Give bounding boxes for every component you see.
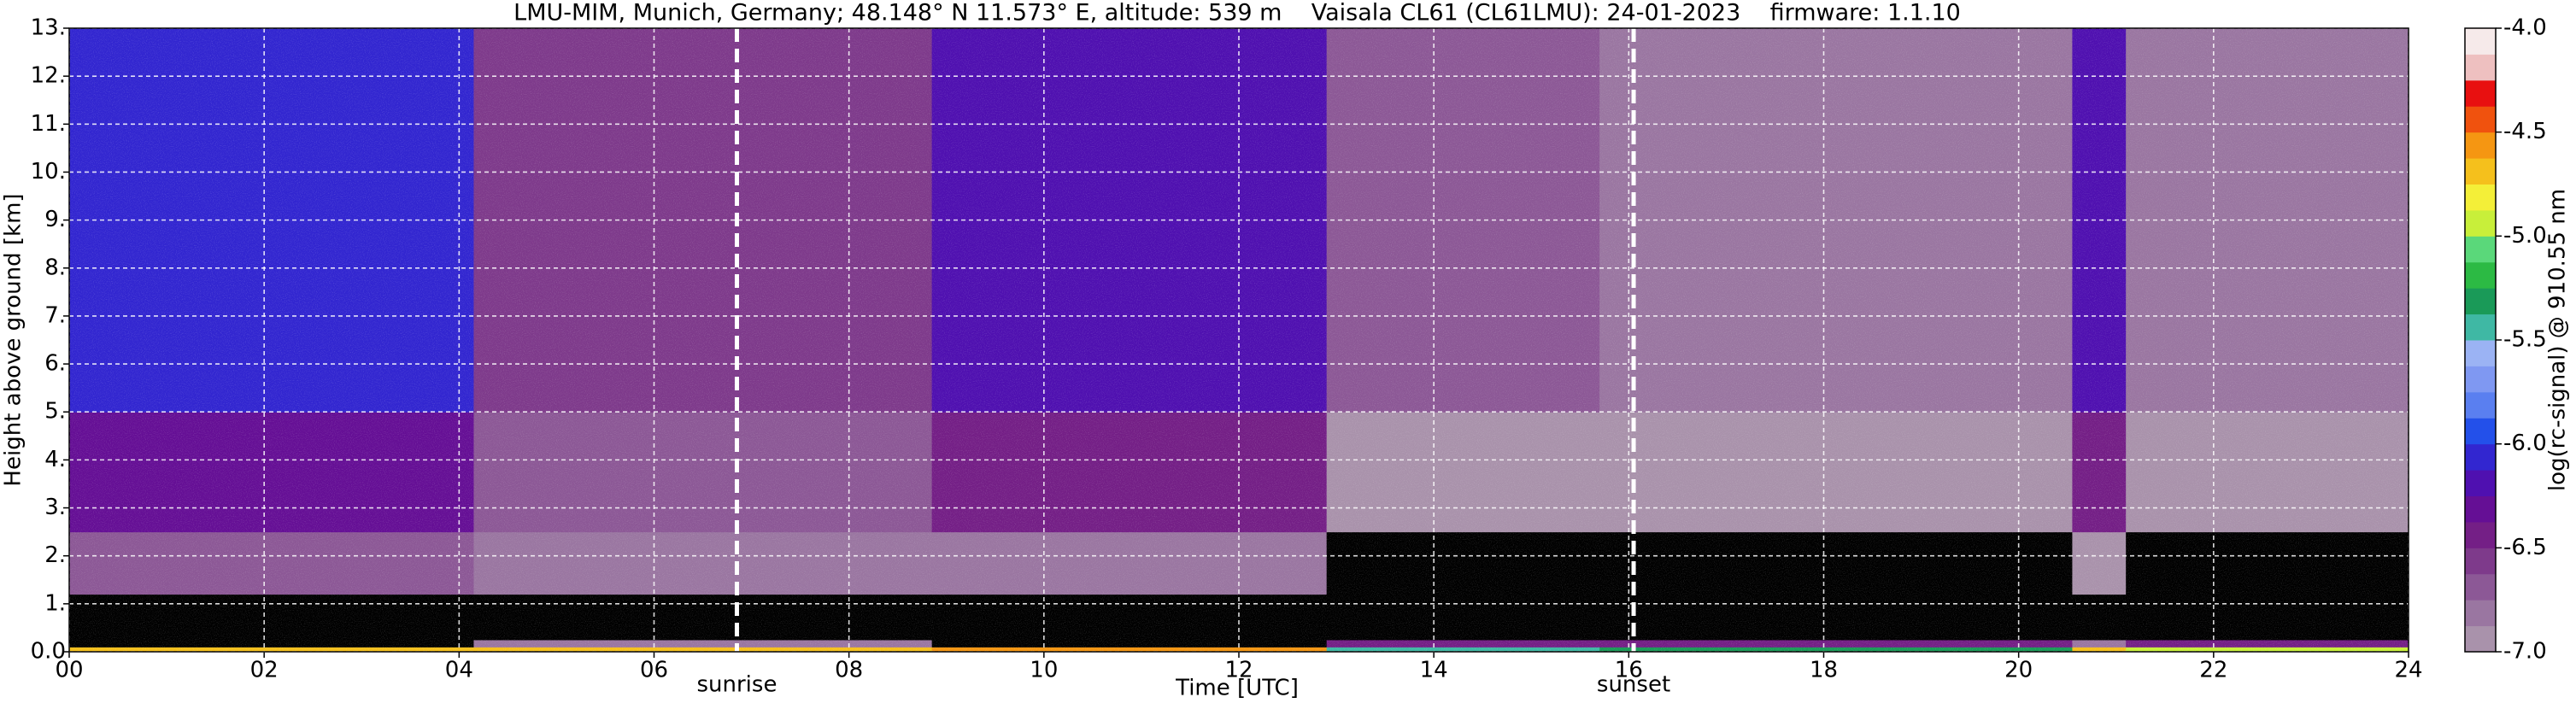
- colorbar-band: [2465, 443, 2496, 471]
- colorbar-tick-label: -6.5: [2503, 535, 2547, 560]
- annotation-label: sunrise: [696, 672, 777, 698]
- y-tick-label: 0.0: [31, 639, 66, 665]
- colorbar-band: [2465, 548, 2496, 575]
- colorbar-band: [2465, 340, 2496, 366]
- colorbar-band: [2465, 106, 2496, 133]
- colorbar-band: [2465, 28, 2496, 55]
- colorbar-tick-label: -7.0: [2503, 639, 2547, 665]
- y-tick-label: 3.: [44, 495, 66, 520]
- chart-title: LMU-MIM, Munich, Germany; 48.148° N 11.5…: [513, 0, 1961, 26]
- x-tick-label: 14: [1420, 658, 1448, 683]
- colorbar-band: [2465, 236, 2496, 263]
- x-tick-label: 00: [55, 658, 83, 683]
- x-tick-label: 04: [445, 658, 473, 683]
- x-axis-label: Time [UTC]: [1175, 676, 1299, 701]
- x-tick-label: 02: [250, 658, 279, 683]
- colorbar-tick-label: -4.0: [2503, 15, 2547, 41]
- colorbar-band: [2465, 418, 2496, 445]
- colorbar-band: [2465, 625, 2496, 653]
- colorbar-band: [2465, 366, 2496, 393]
- y-tick-label: 12.: [31, 63, 66, 89]
- colorbar-band: [2465, 79, 2496, 107]
- plot-frame: [68, 27, 2409, 653]
- y-tick-label: 4.: [44, 447, 66, 472]
- y-tick-label: 13.: [31, 15, 66, 41]
- colorbar-band: [2465, 470, 2496, 496]
- y-tick-label: 1.: [44, 590, 66, 616]
- y-axis-label: Height above ground [km]: [1, 193, 26, 486]
- x-tick-label: 12: [1224, 658, 1253, 683]
- y-tick-label: 6.: [44, 351, 66, 377]
- colorbar-band: [2465, 495, 2496, 523]
- annotation-label: sunset: [1597, 672, 1670, 698]
- colorbar-tick-label: -6.0: [2503, 431, 2547, 456]
- y-tick-label: 7.: [44, 302, 66, 328]
- y-tick-label: 2.: [44, 542, 66, 568]
- colorbar-band: [2465, 132, 2496, 159]
- colorbar-band: [2465, 313, 2496, 341]
- colorbar-band: [2465, 391, 2496, 419]
- colorbar-band: [2465, 209, 2496, 237]
- colorbar-band: [2465, 158, 2496, 185]
- x-tick-label: 06: [640, 658, 668, 683]
- x-tick-label: 24: [2394, 658, 2422, 683]
- colorbar-band: [2465, 521, 2496, 548]
- colorbar-band: [2465, 54, 2496, 81]
- colorbar-band: [2465, 288, 2496, 315]
- y-tick-label: 10.: [31, 159, 66, 185]
- colorbar-tick-label: -4.5: [2503, 119, 2547, 144]
- y-tick-label: 11.: [31, 111, 66, 137]
- colorbar-tick-label: -5.0: [2503, 223, 2547, 249]
- colorbar-band: [2465, 600, 2496, 627]
- x-tick-label: 18: [1810, 658, 1838, 683]
- x-tick-label: 16: [1615, 658, 1643, 683]
- colorbar-label: log(rc-signal) @ 910.55 nm: [2545, 189, 2571, 491]
- x-tick-label: 20: [2004, 658, 2033, 683]
- y-tick-label: 9.: [44, 207, 66, 232]
- colorbar-band: [2465, 573, 2496, 601]
- colorbar-band: [2465, 261, 2496, 289]
- y-tick-label: 8.: [44, 255, 66, 280]
- x-tick-label: 10: [1030, 658, 1058, 683]
- x-tick-label: 22: [2199, 658, 2227, 683]
- y-tick-label: 5.: [44, 399, 66, 425]
- x-tick-label: 08: [835, 658, 863, 683]
- colorbar-tick-label: -5.5: [2503, 327, 2547, 353]
- colorbar-band: [2465, 184, 2496, 211]
